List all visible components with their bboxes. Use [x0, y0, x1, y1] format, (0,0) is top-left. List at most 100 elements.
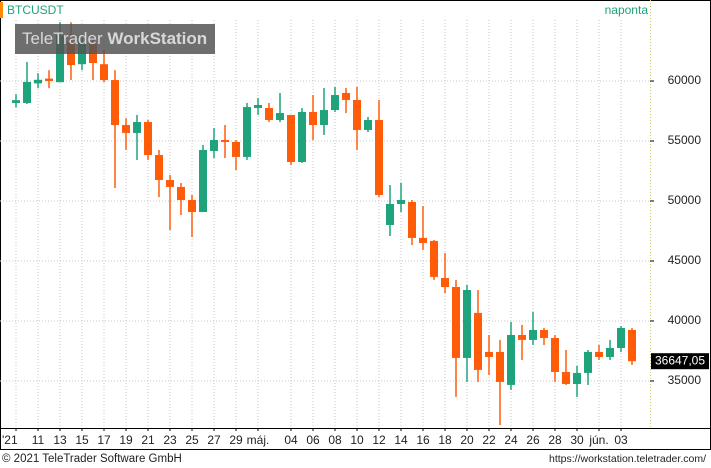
candle-body: [298, 111, 306, 162]
x-tick-label: 20: [460, 433, 474, 447]
candle-body: [12, 100, 20, 103]
x-tick-label: 12: [372, 433, 386, 447]
x-tick-label: 15: [75, 433, 89, 447]
candle-body: [221, 140, 229, 143]
candle-body: [144, 122, 152, 156]
x-tick-label: 27: [207, 433, 221, 447]
candle-body: [287, 114, 295, 162]
candle-body: [551, 338, 559, 372]
x-tick-label: jún.: [588, 433, 608, 447]
candle-body: [276, 113, 284, 120]
watermark: TeleTrader WorkStation: [22, 29, 207, 48]
footer-url: https://workstation.teletrader.com/: [549, 453, 706, 465]
candle-body: [408, 201, 416, 238]
x-tick-label: 11: [32, 433, 45, 447]
candle-body: [628, 329, 636, 362]
watermark-box: [15, 24, 215, 54]
candle-body: [122, 125, 130, 133]
candle-body: [342, 92, 350, 100]
candle-body: [518, 335, 526, 340]
candle-body: [419, 237, 427, 243]
y-tick-label: 55000: [668, 133, 702, 147]
candle-body: [595, 351, 603, 357]
candle-body: [155, 155, 163, 180]
y-tick-label: 35000: [668, 373, 702, 387]
candle-body: [463, 290, 471, 358]
candle-body: [56, 35, 64, 83]
y-tick-label: 60000: [668, 73, 702, 87]
x-tick-label: 26: [526, 433, 540, 447]
period: naponta: [605, 3, 649, 17]
y-tick-label: 40000: [668, 313, 702, 327]
symbol-marker: [0, 2, 3, 18]
candle-body: [45, 78, 53, 81]
x-tick-label: 24: [504, 433, 518, 447]
candle-body: [375, 119, 383, 195]
candle-body: [320, 110, 328, 126]
candle-body: [562, 371, 570, 384]
candle-body: [617, 327, 625, 348]
candle-body: [386, 203, 394, 225]
candle-body: [188, 200, 196, 213]
x-tick-label: 21: [141, 433, 155, 447]
candle-body: [265, 107, 273, 120]
candle-body: [507, 335, 515, 385]
x-tick-label: 23: [163, 433, 177, 447]
candles: [12, 22, 636, 426]
candle-body: [364, 119, 372, 130]
candle-body: [529, 329, 537, 340]
candle-body: [606, 347, 614, 357]
watermark-word: WorkStation: [107, 29, 207, 48]
candle-body: [177, 186, 185, 201]
chart-title: BTCUSDT: [7, 3, 64, 17]
candle-body: [452, 287, 460, 358]
x-tick-label: 13: [53, 433, 67, 447]
candle-body: [243, 107, 251, 157]
x-tick-label: máj.: [247, 433, 270, 447]
x-tick-label: 14: [394, 433, 408, 447]
x-tick-label: 22: [482, 433, 496, 447]
candle-body: [210, 140, 218, 151]
candle-body: [474, 312, 482, 370]
x-tick-label: 03: [614, 433, 628, 447]
candle-body: [485, 351, 493, 357]
y-tick-label: 45000: [668, 253, 702, 267]
x-tick-label: 18: [438, 433, 452, 447]
candle-body: [23, 81, 31, 103]
candle-body: [430, 240, 438, 277]
candle-body: [309, 111, 317, 126]
x-tick-label: 28: [548, 433, 562, 447]
candle-body: [166, 179, 174, 187]
last-price-label: 36647,05: [655, 353, 705, 367]
x-tick-label: 06: [306, 433, 320, 447]
x-tick-label: 04: [284, 433, 298, 447]
candle-body: [584, 351, 592, 373]
candle-body: [573, 372, 581, 384]
last-price-box: [651, 353, 709, 370]
candle-body: [496, 351, 504, 382]
candle-body: [199, 149, 207, 213]
x-tick-label: 29: [229, 433, 243, 447]
candle-body: [111, 80, 119, 126]
candle-body: [540, 329, 548, 339]
candle-body: [133, 122, 141, 133]
watermark-word: TeleTrader: [22, 29, 103, 48]
x-tick-label: 25: [185, 433, 199, 447]
x-tick-label: 16: [416, 433, 430, 447]
candle-body: [100, 64, 108, 81]
x-tick-label: 17: [97, 433, 111, 447]
x-tick-label: 10: [350, 433, 364, 447]
candle-body: [232, 141, 240, 157]
candle-body: [331, 95, 339, 111]
candle-body: [34, 79, 42, 84]
x-tick-label: 30: [570, 433, 584, 447]
x-tick-label: 19: [119, 433, 133, 447]
frame: [0, 0, 711, 450]
x-tick-label: '21: [2, 433, 18, 447]
footer-copyright: © 2021 TeleTrader Software GmbH: [2, 453, 182, 465]
candle-body: [254, 104, 262, 108]
x-tick-label: 08: [328, 433, 342, 447]
y-tick-label: 50000: [668, 193, 702, 207]
candle-body: [397, 200, 405, 204]
